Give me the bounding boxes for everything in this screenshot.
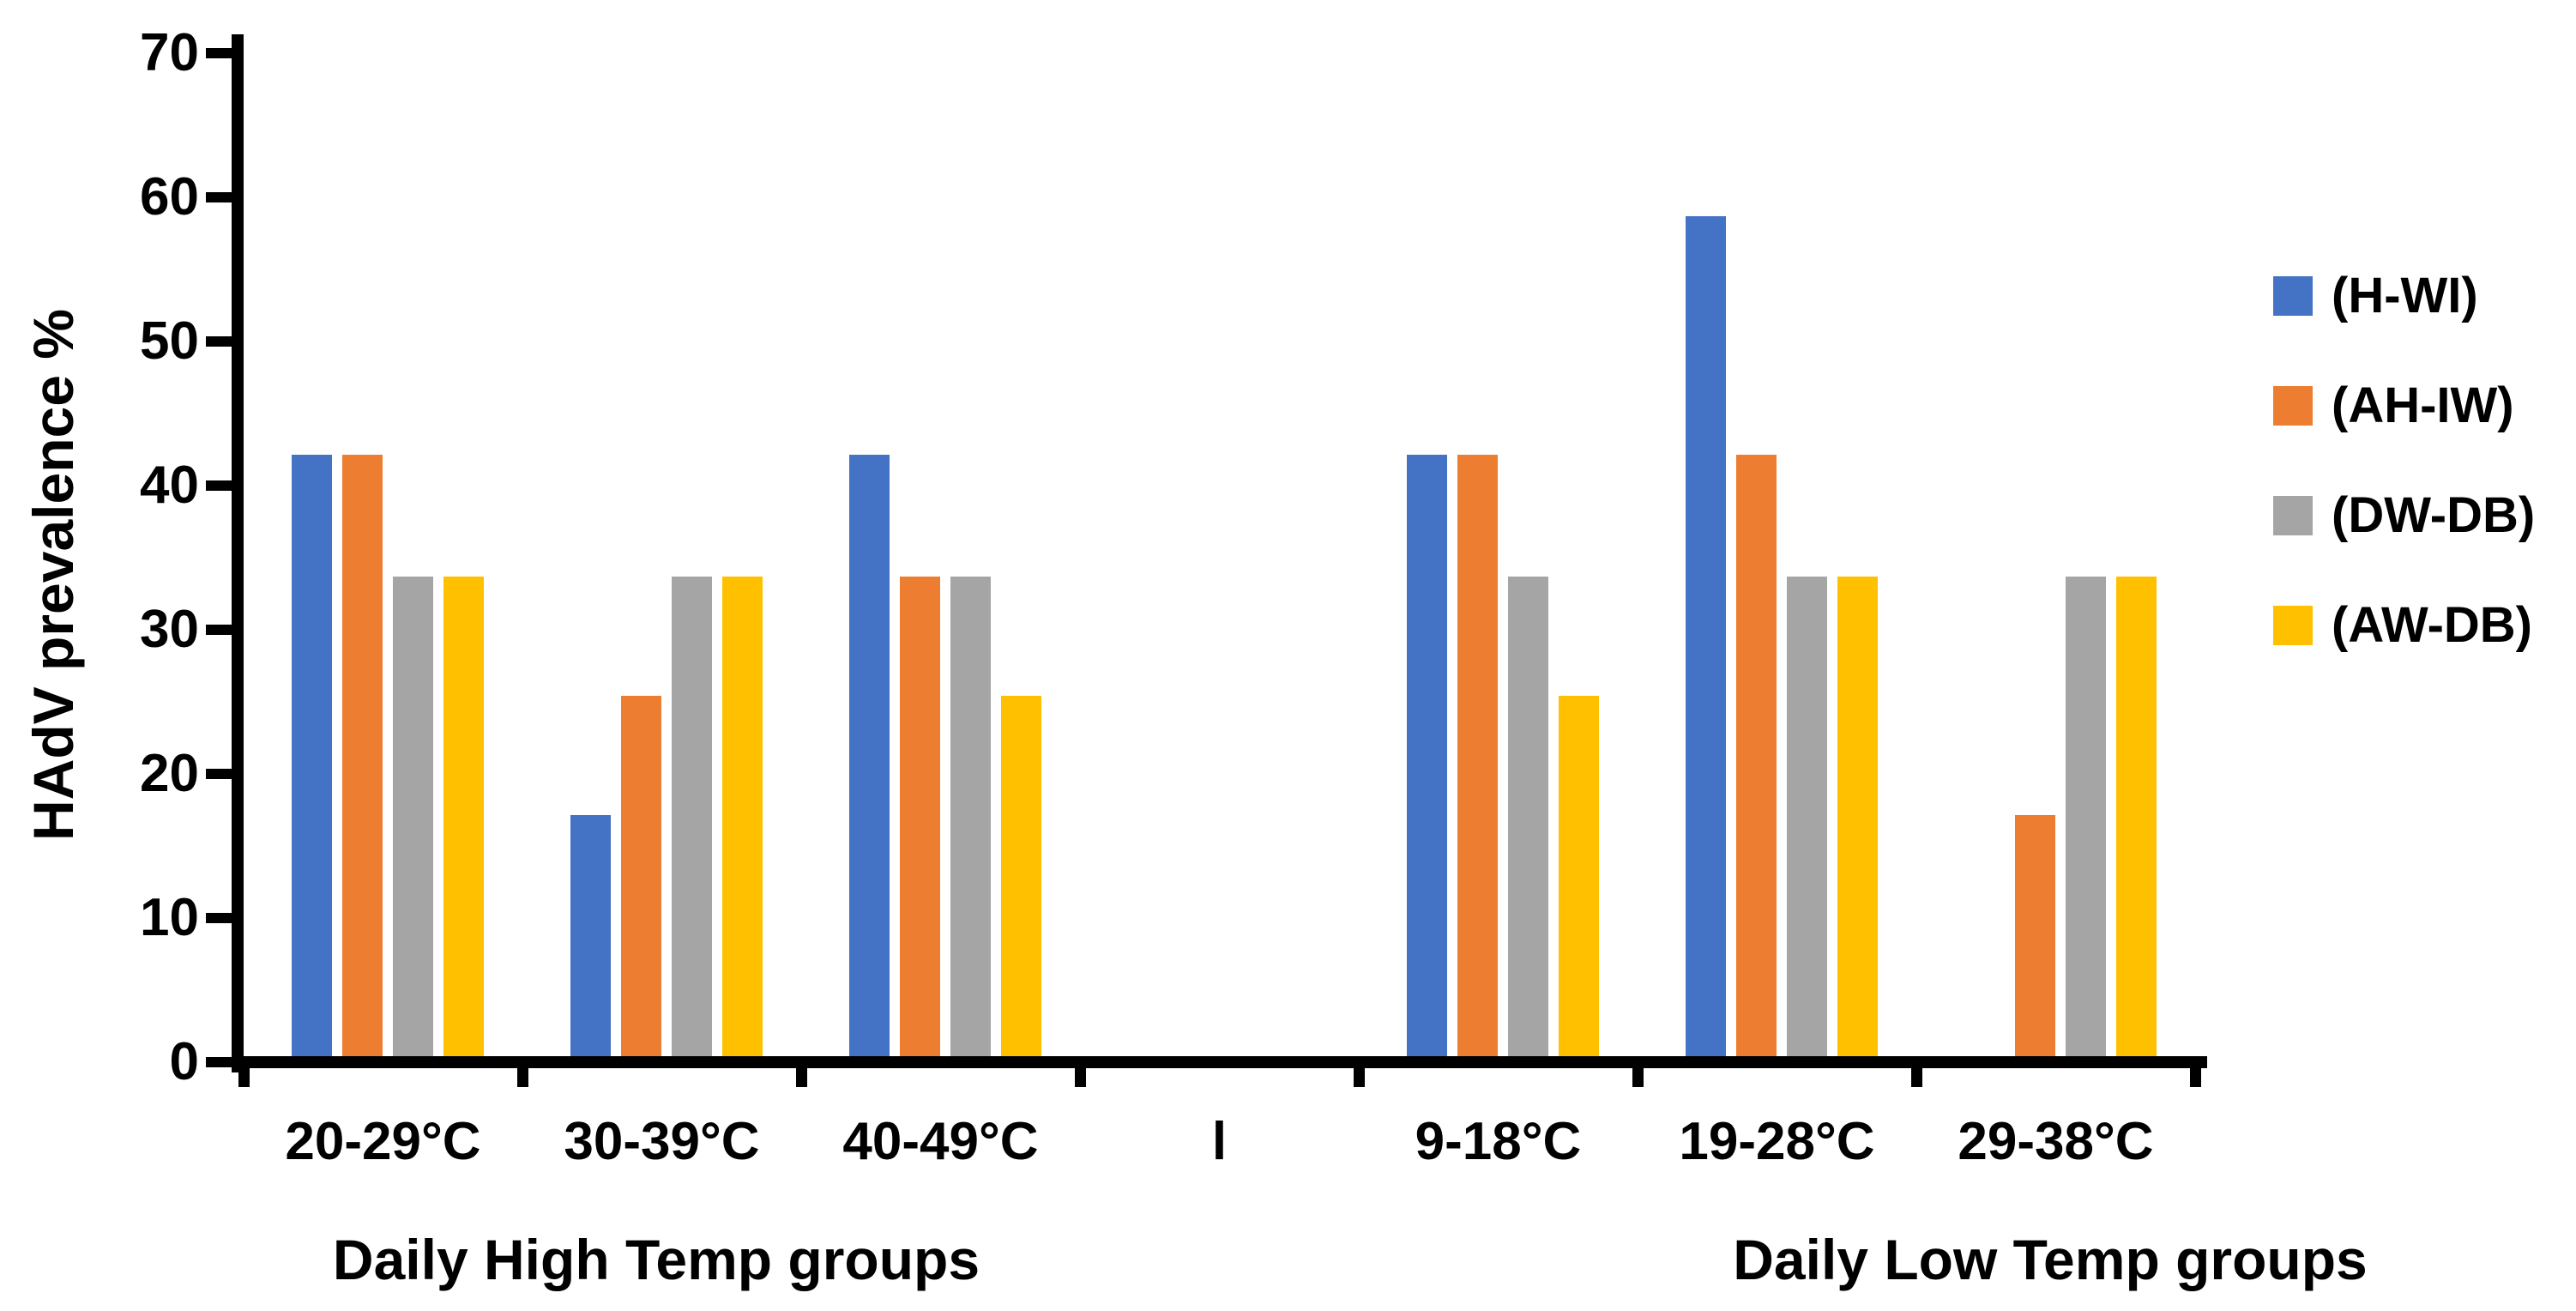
- y-tick-0: [206, 1057, 232, 1067]
- x-axis-title-daily-high: Daily High Temp groups: [332, 1228, 980, 1291]
- y-tick-label-20: 20: [140, 744, 199, 803]
- x-category-label-2: 30-39°C: [564, 1112, 760, 1171]
- legend-swatch-(DW-DB): [2273, 496, 2313, 535]
- y-tick-label-0: 0: [169, 1032, 199, 1091]
- bar-(AW-DB)-29-38°C: [2116, 577, 2157, 1056]
- legend-label-(H-WI): (H-WI): [2332, 268, 2478, 323]
- bar-(DW-DB)-40-49°C: [950, 577, 991, 1056]
- y-tick-label-10: 10: [140, 888, 199, 947]
- bar-(AH-IW)-29-38°C: [2015, 815, 2055, 1056]
- legend-swatch-(AH-IW): [2273, 386, 2313, 426]
- y-tick-10: [206, 913, 232, 923]
- y-tick-30: [206, 625, 232, 635]
- x-category-label-3: 40-49°C: [842, 1112, 1039, 1171]
- legend-item-(AW-DB): (AW-DB): [2273, 601, 2532, 650]
- bar-(AH-IW)-30-39°C: [621, 696, 661, 1056]
- legend-label-(AH-IW): (AH-IW): [2332, 378, 2514, 433]
- legend-swatch-(H-WI): [2273, 276, 2313, 316]
- x-axis-line: [232, 1056, 2207, 1068]
- y-tick-label-70: 70: [140, 23, 199, 82]
- legend-item-(H-WI): (H-WI): [2273, 271, 2478, 321]
- x-tick-7: [2190, 1068, 2201, 1087]
- bar-(DW-DB)-9-18°C: [1508, 577, 1548, 1056]
- x-category-label-7: 29-38°C: [1958, 1112, 2154, 1171]
- x-category-label-6: 19-28°C: [1679, 1112, 1875, 1171]
- y-tick-20: [206, 769, 232, 779]
- x-tick-4: [1354, 1068, 1365, 1087]
- bar-(AH-IW)-19-28°C: [1736, 455, 1777, 1056]
- x-axis-title-daily-low: Daily Low Temp groups: [1733, 1228, 2368, 1291]
- x-category-label-4: l: [1211, 1112, 1228, 1171]
- y-tick-label-40: 40: [140, 456, 199, 515]
- x-tick-5: [1632, 1068, 1644, 1087]
- legend-item-(DW-DB): (DW-DB): [2273, 491, 2535, 541]
- legend-swatch-(AW-DB): [2273, 606, 2313, 645]
- y-tick-40: [206, 480, 232, 491]
- bar-(AW-DB)-40-49°C: [1001, 696, 1041, 1056]
- bar-(AW-DB)-9-18°C: [1559, 696, 1599, 1056]
- legend-label-(AW-DB): (AW-DB): [2332, 597, 2532, 653]
- y-tick-label-50: 50: [140, 311, 199, 371]
- bar-(DW-DB)-20-29°C: [393, 577, 433, 1056]
- y-tick-label-30: 30: [140, 600, 199, 659]
- bar-(H-WI)-30-39°C: [570, 815, 611, 1056]
- bar-(DW-DB)-19-28°C: [1787, 577, 1827, 1056]
- bar-(AH-IW)-9-18°C: [1457, 455, 1498, 1056]
- x-tick-0: [238, 1068, 250, 1087]
- y-tick-label-60: 60: [140, 167, 199, 227]
- bar-(H-WI)-19-28°C: [1686, 216, 1726, 1056]
- legend-item-(AH-IW): (AH-IW): [2273, 381, 2514, 431]
- x-tick-1: [517, 1068, 528, 1087]
- bar-(AH-IW)-20-29°C: [342, 455, 383, 1056]
- x-tick-2: [796, 1068, 807, 1087]
- bar-(DW-DB)-30-39°C: [672, 577, 712, 1056]
- bar-(H-WI)-40-49°C: [849, 455, 890, 1056]
- x-tick-3: [1075, 1068, 1086, 1087]
- bar-(DW-DB)-29-38°C: [2066, 577, 2106, 1056]
- bar-(AW-DB)-30-39°C: [722, 577, 763, 1056]
- bar-(AH-IW)-40-49°C: [900, 577, 940, 1056]
- x-tick-6: [1911, 1068, 1922, 1087]
- y-tick-60: [206, 192, 232, 202]
- legend-label-(DW-DB): (DW-DB): [2332, 487, 2536, 543]
- x-category-label-5: 9-18°C: [1415, 1112, 1582, 1171]
- bar-(H-WI)-20-29°C: [292, 455, 332, 1056]
- y-axis-line: [232, 34, 244, 1072]
- bar-(H-WI)-9-18°C: [1407, 455, 1447, 1056]
- x-category-label-1: 20-29°C: [285, 1112, 481, 1171]
- y-tick-70: [206, 48, 232, 58]
- bar-(AW-DB)-19-28°C: [1837, 577, 1878, 1056]
- y-tick-50: [206, 336, 232, 347]
- bar-(AW-DB)-20-29°C: [443, 577, 484, 1056]
